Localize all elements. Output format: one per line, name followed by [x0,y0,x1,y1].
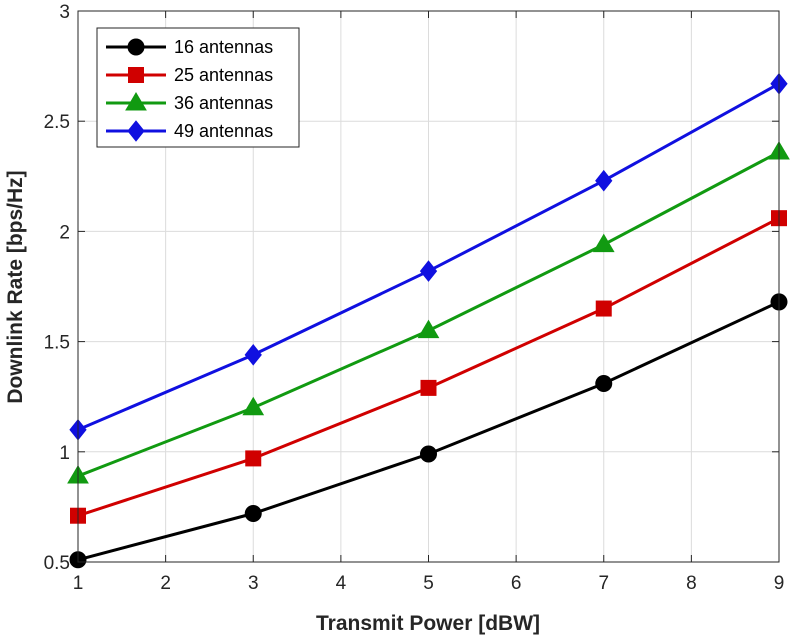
series-2-point-square-marker [420,379,437,396]
y-tick-label: 0.5 [44,553,70,574]
legend-label-3: 36 antennas [174,93,273,113]
x-tick-label: 5 [423,573,434,594]
series-1-point-circle-marker [420,445,437,463]
legend-4-diamond-marker [127,120,145,142]
legend-label-4: 49 antennas [174,121,273,141]
legend-3-triangle-marker [125,92,147,111]
axis-ticks [77,10,780,563]
x-tick-label: 6 [511,573,522,594]
y-tick-label: 3 [59,2,70,23]
series-1-point-circle-marker [244,505,262,523]
x-tick-label: 1 [73,573,84,594]
series-1-point-circle-marker [595,374,613,392]
x-tick-label: 7 [598,573,609,594]
x-tick-label: 8 [686,573,697,594]
series-4-point-diamond-marker [419,260,438,282]
series-4-point-diamond-marker [244,344,262,366]
series-2-point-square-marker [595,300,612,317]
y-tick-label: 2 [59,222,70,243]
series-4-point-diamond-marker [595,169,613,192]
x-tick-label: 9 [774,573,785,594]
legend-1-circle-marker [127,38,145,56]
x-tick-label: 2 [160,573,171,594]
tick-labels: 1 2 3 4 5 6 7 8 90.511.522.53 [44,2,785,594]
y-axis-label: Downlink Rate [bps/Hz] [4,170,27,403]
x-tick-label: 4 [336,573,347,594]
legend-2-square-marker [128,67,144,83]
series-2-point-square-marker [245,450,262,467]
x-tick-label: 3 [248,573,259,594]
y-tick-label: 1 [59,443,70,464]
series-3-point-triangle-marker [592,233,615,253]
legend-label-1: 16 antennas [174,37,273,57]
legend-label-2: 25 antennas [174,65,273,85]
legend: 16 antennas 25 antennas 36 antennas 49 ante… [96,27,300,148]
series-3-point-triangle-marker [242,396,265,416]
y-tick-label: 1.5 [44,333,70,354]
x-axis-label: Transmit Power [dBW] [316,612,540,635]
series-3-point-triangle-marker [417,319,440,339]
y-tick-label: 2.5 [44,112,70,133]
